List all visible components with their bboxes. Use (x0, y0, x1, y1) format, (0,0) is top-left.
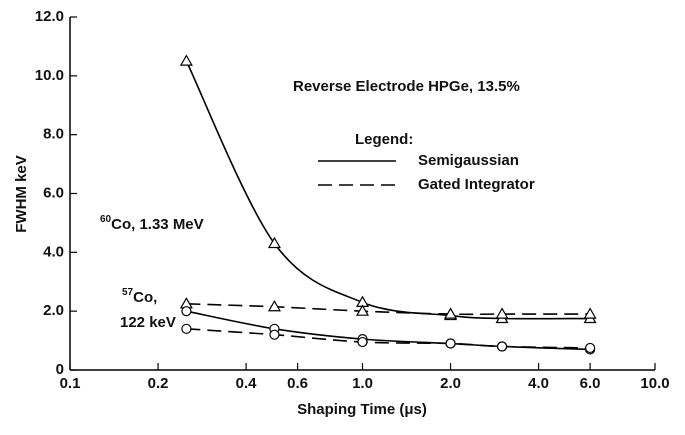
isotope-text: Co, 1.33 MeV (111, 216, 204, 233)
x-tick-label: 0.4 (236, 375, 258, 392)
legend-label: Semigaussian (418, 152, 519, 169)
circle-marker (496, 341, 508, 352)
triangle-marker (444, 307, 458, 319)
y-tick-label: 4.0 (43, 243, 64, 260)
energy-label: 122 keV (120, 314, 176, 331)
curve-label: 57Co, (122, 287, 157, 306)
y-tick-label: 8.0 (43, 126, 64, 143)
x-tick-label: 2.0 (440, 375, 461, 392)
triangle-marker (267, 300, 281, 312)
y-tick-label: 0 (56, 361, 64, 378)
circle-marker (445, 338, 456, 349)
annotation: Reverse Electrode HPGe, 13.5% (293, 78, 520, 95)
isotope-text: Co, (133, 289, 157, 306)
x-tick-label: 10.0 (640, 375, 669, 392)
series-line (186, 328, 591, 349)
y-tick-label: 10.0 (35, 67, 64, 84)
x-tick-label: 0.1 (60, 375, 81, 392)
curve-label: 60Co, 1.33 MeV (100, 214, 204, 233)
circle-marker (357, 336, 368, 348)
legend-title: Legend: (355, 131, 413, 148)
y-tick-label: 12.0 (35, 8, 64, 25)
circle-marker (585, 342, 596, 354)
x-tick-label: 0.6 (287, 375, 308, 392)
x-tick-label: 4.0 (528, 375, 549, 392)
triangle-marker (355, 304, 370, 316)
x-axis-label: Shaping Time (μs) (297, 401, 427, 418)
triangle-marker (583, 307, 597, 319)
circle-marker (181, 306, 192, 317)
series-line (186, 303, 591, 316)
circle-marker (181, 323, 192, 334)
series-line (186, 310, 591, 351)
legend-label: Gated Integrator (418, 176, 535, 193)
triangle-marker (267, 236, 281, 249)
y-tick-label: 2.0 (43, 302, 64, 319)
y-axis-label: FWHM keV (13, 155, 30, 233)
x-tick-label: 6.0 (580, 375, 601, 392)
x-tick-label: 0.2 (148, 375, 169, 392)
isotope-mass: 57 (122, 287, 134, 298)
circle-marker (269, 329, 280, 340)
y-tick-label: 6.0 (43, 184, 64, 201)
isotope-mass: 60 (100, 214, 112, 225)
triangle-marker (495, 307, 509, 319)
x-tick-label: 1.0 (352, 375, 373, 392)
triangle-marker (179, 54, 193, 66)
